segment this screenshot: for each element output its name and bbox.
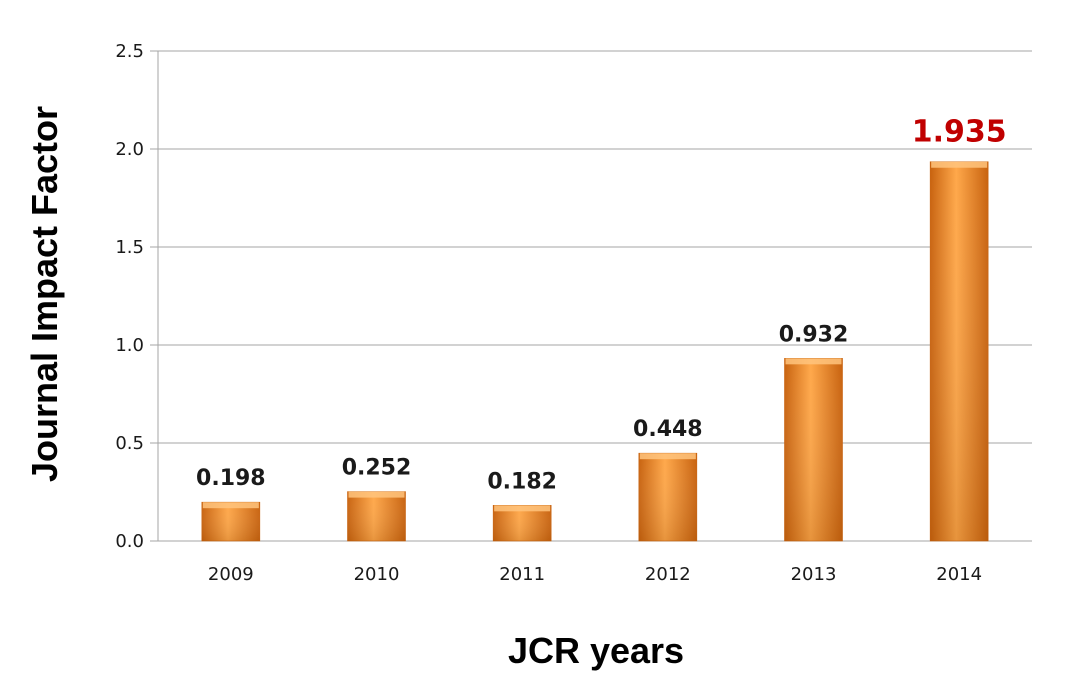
y-tick-label: 1.5 — [115, 237, 144, 258]
y-tick-label: 1.0 — [115, 335, 144, 356]
bar-top-highlight — [494, 505, 551, 512]
x-tick-label: 2009 — [208, 564, 254, 585]
x-tick-label: 2012 — [645, 564, 691, 585]
bar-top-highlight — [348, 491, 405, 498]
bars — [201, 161, 989, 542]
bar-top-highlight — [202, 502, 259, 509]
data-labels: 0.198 0.252 0.182 0.448 0.932 1.935 — [196, 115, 1007, 495]
y-tick-label: 2.5 — [115, 41, 144, 62]
bar-shade — [201, 502, 260, 541]
data-label: 0.198 — [196, 466, 266, 491]
x-tick-label: 2013 — [791, 564, 837, 585]
y-tick-label: 0.5 — [115, 433, 144, 454]
bar-top-highlight — [931, 161, 988, 168]
data-label: 0.182 — [487, 469, 557, 494]
data-label: 0.932 — [779, 322, 849, 347]
y-tick-label: 2.0 — [115, 139, 144, 160]
x-tick-label: 2011 — [499, 564, 545, 585]
x-tick-label: 2014 — [936, 564, 982, 585]
y-tick-label: 0.0 — [115, 531, 144, 552]
bar-shade — [638, 453, 697, 541]
bar-shade — [347, 491, 406, 541]
bar-shade — [930, 161, 989, 542]
bar-shade — [784, 358, 843, 541]
data-label: 0.448 — [633, 417, 703, 442]
bar-top-highlight — [785, 358, 842, 365]
x-axis-title: JCR years — [508, 630, 684, 671]
y-axis-ticks: 0.0 0.5 1.0 1.5 2.0 2.5 — [115, 41, 144, 552]
x-axis-ticks: 2009 2010 2011 2012 2013 2014 — [208, 564, 982, 585]
bar-top-highlight — [639, 453, 696, 460]
x-tick-label: 2010 — [354, 564, 400, 585]
y-axis-title: Journal Impact Factor — [24, 106, 65, 482]
data-label: 0.252 — [342, 456, 412, 481]
data-label: 1.935 — [912, 115, 1007, 150]
gridlines — [150, 50, 1032, 542]
